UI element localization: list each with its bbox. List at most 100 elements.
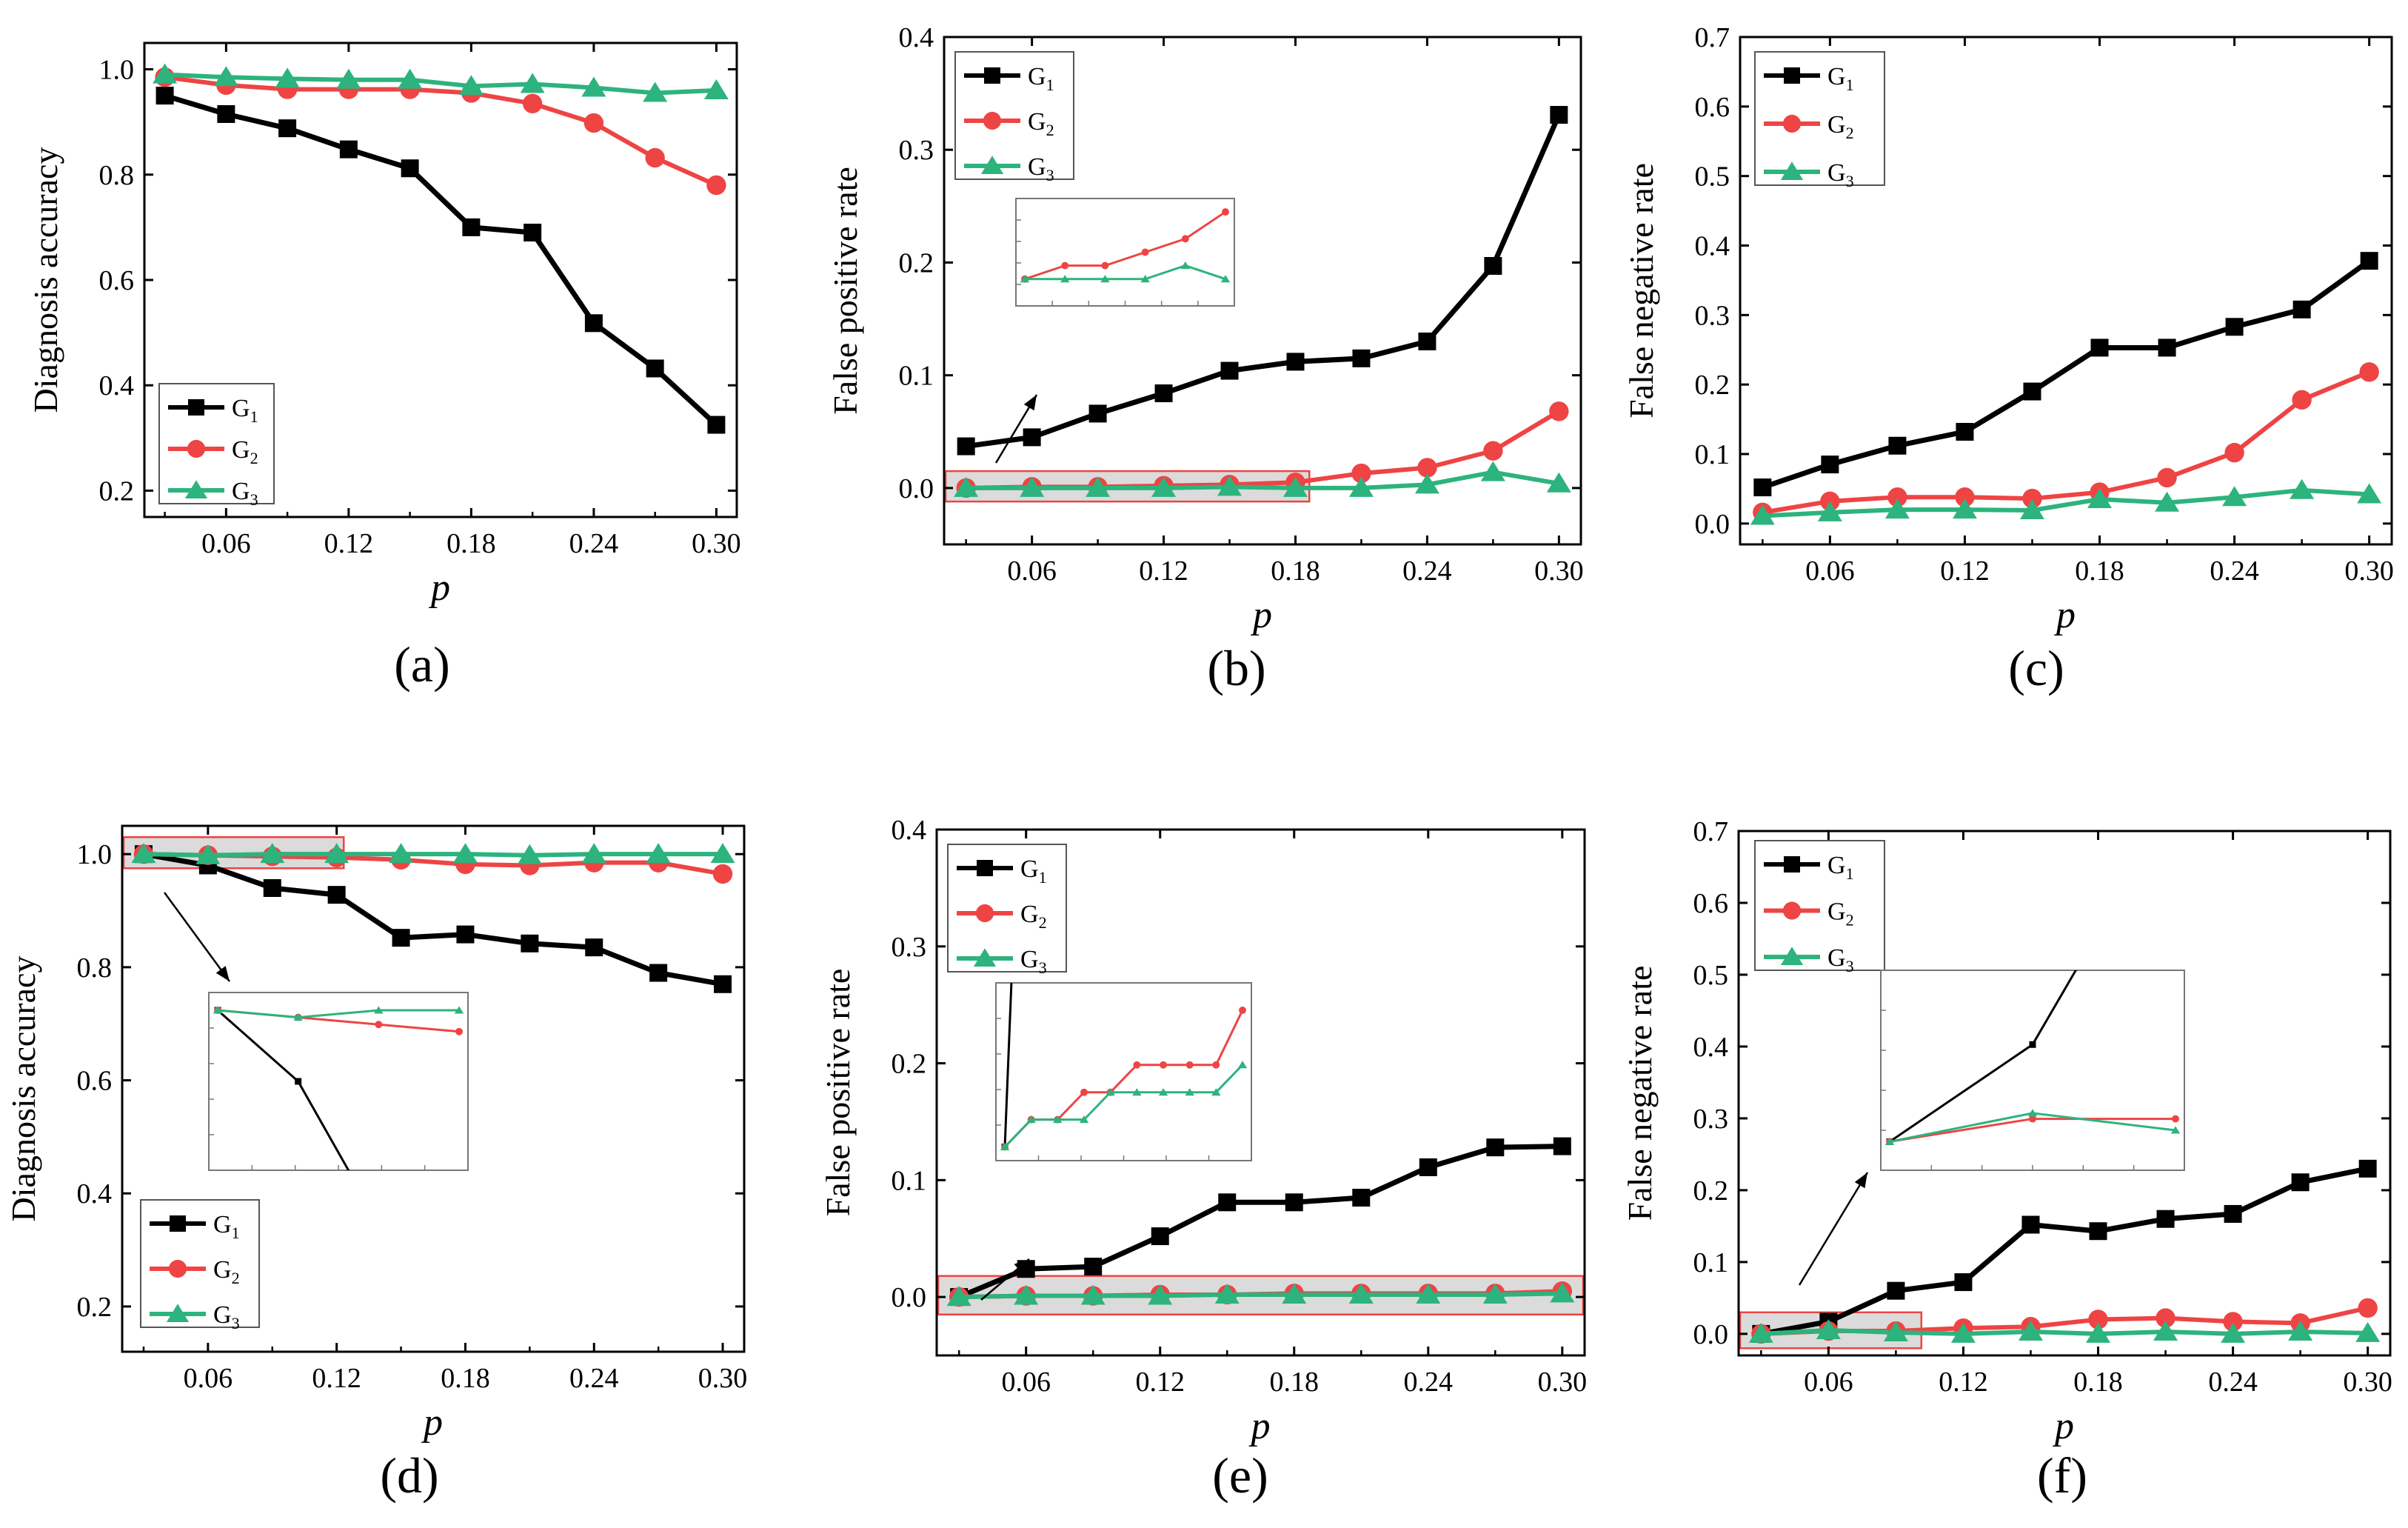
data-point-G1 <box>1550 106 1568 124</box>
legend-marker <box>1780 947 1804 965</box>
data-point-G1 <box>1753 478 1772 497</box>
inset-point <box>1140 275 1150 283</box>
legend-label-subscript: 2 <box>232 1269 240 1287</box>
data-point-G3 <box>260 843 285 864</box>
data-point-G3 <box>153 63 178 84</box>
x-tick-label: 0.24 <box>569 1363 619 1394</box>
panel-label: (c) <box>2008 640 2064 696</box>
data-point-G1 <box>521 934 539 953</box>
x-tick-label: 0.30 <box>2344 556 2394 587</box>
legend-label: G3 <box>1028 153 1054 184</box>
data-point-G1 <box>462 218 481 236</box>
panel-f: 0.06 0.12 0.18 0.24 0.30 0.0 0.1 0.2 0.3 0.4 0.5 0.… <box>1621 816 2392 1504</box>
inset-point <box>1026 1115 1036 1124</box>
data-point-G1 <box>1220 361 1239 380</box>
data-point-G1 <box>278 119 297 138</box>
legend-label-subscript: 3 <box>1846 172 1854 190</box>
data-point-G1 <box>646 359 664 378</box>
inset-point <box>1237 1061 1248 1069</box>
data-point-G3 <box>2221 1322 2246 1343</box>
data-point-G1 <box>1286 353 1305 371</box>
y-tick-label: 0.5 <box>1695 161 1730 193</box>
legend-marker <box>188 399 204 416</box>
y-tick-label: 0.1 <box>892 1165 927 1196</box>
data-point-G1 <box>2089 1222 2107 1241</box>
data-point-G3 <box>1884 498 1910 519</box>
x-tick-label: 0.18 <box>1271 556 1320 587</box>
legend-label-subscript: 2 <box>1846 911 1854 930</box>
inset-point <box>455 1027 463 1035</box>
data-point-G1 <box>327 886 346 904</box>
legend-box <box>158 383 275 504</box>
series-line-G3 <box>1761 1328 2368 1336</box>
legend-marker <box>980 156 1004 174</box>
y-axis-label: Diagnosis accuracy <box>4 956 42 1222</box>
panel-label: (e) <box>1212 1447 1268 1504</box>
y-tick-label: 0.2 <box>1693 1175 1729 1207</box>
data-point-G3 <box>1550 1282 1575 1303</box>
x-tick-label: 0.30 <box>1538 1367 1588 1398</box>
data-point-G3 <box>1282 1283 1307 1304</box>
zoom-arrow-line <box>1798 1172 1869 1286</box>
series-line-G3 <box>966 470 1559 490</box>
inset-point <box>1000 1142 1010 1151</box>
data-point-G2 <box>2022 488 2042 509</box>
data-point-G1 <box>339 140 358 159</box>
inset-point <box>375 1221 382 1227</box>
data-point-G2 <box>1820 491 1840 512</box>
data-point-G1 <box>2023 382 2041 401</box>
plot-frame <box>943 36 1582 546</box>
data-point-G1 <box>1484 257 1502 276</box>
data-point-G3 <box>1817 501 1842 521</box>
data-point-G3 <box>2155 491 2180 512</box>
y-tick-label: 0.2 <box>892 1049 927 1080</box>
legend-marker <box>166 1304 190 1322</box>
data-point-G3 <box>275 67 300 88</box>
data-point-G3 <box>1952 498 1977 519</box>
data-point-G3 <box>1282 476 1308 497</box>
inset-point <box>1106 1088 1115 1096</box>
series-line-G3 <box>143 852 723 858</box>
data-point-G1 <box>1151 1227 1169 1246</box>
data-point-G3 <box>1348 1283 1374 1304</box>
data-point-G1 <box>2090 338 2109 357</box>
x-tick-label: 0.12 <box>324 528 374 559</box>
data-point-G1 <box>1419 1158 1437 1176</box>
data-point-G3 <box>2357 483 2382 504</box>
inset-point <box>1180 261 1190 270</box>
data-point-G1 <box>2360 252 2378 270</box>
inset-point <box>1212 1061 1220 1069</box>
inset-point <box>1100 275 1110 283</box>
legend-label-subscript: 1 <box>1046 76 1054 94</box>
x-axis-label: p <box>2052 1405 2074 1447</box>
panel-c: 0.06 0.12 0.18 0.24 0.30 0.0 0.1 0.2 0.3 0.4 0.5 0.… <box>1622 22 2394 696</box>
inset-line-G3 <box>1025 264 1226 281</box>
zoom-arrow-head <box>215 966 230 981</box>
legend-label-subscript: 2 <box>250 449 258 467</box>
inset-series-group <box>1020 208 1231 283</box>
data-point-G1 <box>1956 422 1974 441</box>
data-point-G2 <box>522 93 543 113</box>
data-point-G1 <box>1084 1258 1103 1276</box>
legend-marker <box>1784 856 1800 873</box>
legend-label-subscript: 3 <box>1846 957 1854 975</box>
plot-frame <box>121 824 746 1353</box>
data-point-G1 <box>649 964 668 982</box>
data-point-G1 <box>1352 349 1371 367</box>
legend-marker <box>1780 161 1804 180</box>
x-tick-label: 0.24 <box>2208 1367 2258 1398</box>
inset-point <box>1222 208 1229 216</box>
y-axis-label: False negative rate <box>1621 966 1659 1221</box>
y-tick-label: 0.0 <box>1695 509 1730 540</box>
data-point-G3 <box>646 843 671 864</box>
y-tick-label: 0.1 <box>1695 439 1730 470</box>
y-tick-label: 0.4 <box>77 1178 113 1210</box>
panel-a: 0.06 0.12 0.18 0.24 0.30 0.2 0.4 0.6 0.8 1.0 p Diag… <box>27 41 741 693</box>
x-tick-label: 0.06 <box>1007 556 1057 587</box>
data-point-G1 <box>401 159 419 178</box>
legend-label-subscript: 3 <box>1039 958 1047 977</box>
inset-point <box>2027 1109 2038 1117</box>
x-tick-label: 0.18 <box>441 1363 490 1394</box>
data-point-G3 <box>520 73 545 93</box>
legend-marker <box>973 948 997 967</box>
